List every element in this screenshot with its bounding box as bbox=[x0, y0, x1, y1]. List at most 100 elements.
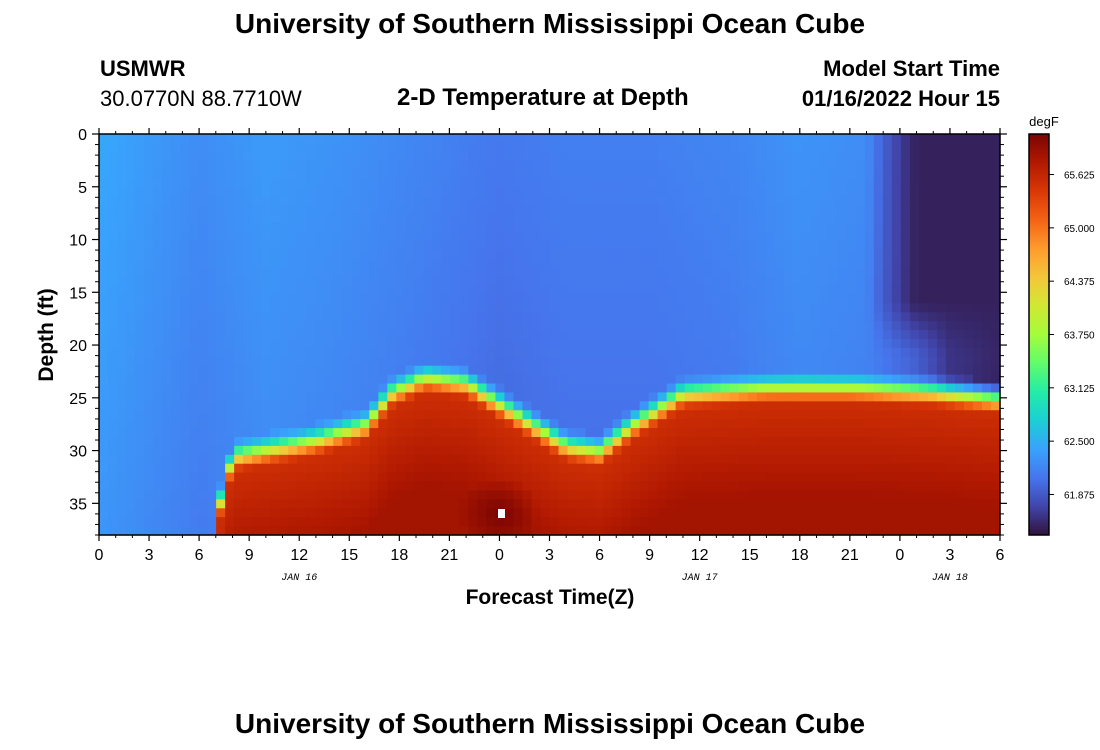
heatmap-cell bbox=[441, 365, 451, 376]
heatmap-cell bbox=[351, 330, 361, 340]
heatmap-cell bbox=[216, 294, 226, 304]
heatmap-cell bbox=[918, 151, 929, 162]
heatmap-cell bbox=[558, 312, 569, 322]
heatmap-cell bbox=[774, 134, 785, 144]
heatmap-cell bbox=[324, 294, 334, 304]
heatmap-cell bbox=[207, 356, 217, 367]
heatmap-cell bbox=[315, 338, 325, 349]
heatmap-cell bbox=[756, 472, 767, 483]
heatmap-cell bbox=[594, 428, 605, 438]
heatmap-cell bbox=[981, 490, 992, 500]
heatmap-cell bbox=[333, 276, 343, 287]
heatmap-cell bbox=[369, 445, 379, 456]
heatmap-cell bbox=[972, 365, 983, 376]
heatmap-cell bbox=[846, 436, 857, 447]
heatmap-cell bbox=[333, 196, 343, 206]
heatmap-cell bbox=[387, 383, 397, 394]
heatmap-cell bbox=[495, 499, 506, 509]
heatmap-cell bbox=[720, 401, 731, 411]
heatmap-cell bbox=[873, 338, 884, 349]
heatmap-cell bbox=[477, 196, 488, 206]
heatmap-cell bbox=[216, 169, 226, 180]
heatmap-cell bbox=[279, 428, 289, 438]
heatmap-cell bbox=[198, 303, 208, 313]
heatmap-cell bbox=[117, 526, 127, 536]
heatmap-cell bbox=[504, 160, 515, 171]
heatmap-cell bbox=[324, 267, 334, 278]
heatmap-cell bbox=[819, 134, 830, 144]
heatmap-cell bbox=[252, 526, 262, 536]
heatmap-cell bbox=[558, 481, 569, 492]
heatmap-cell bbox=[567, 214, 578, 224]
heatmap-cell bbox=[621, 374, 632, 385]
heatmap-cell bbox=[414, 436, 424, 447]
heatmap-cell bbox=[855, 276, 866, 287]
heatmap-cell bbox=[387, 338, 397, 349]
heatmap-cell bbox=[693, 160, 704, 171]
heatmap-cell bbox=[486, 196, 497, 206]
heatmap-cell bbox=[900, 419, 911, 429]
x-tick-label: 18 bbox=[390, 547, 408, 564]
heatmap-cell bbox=[450, 383, 460, 394]
heatmap-cell bbox=[522, 454, 533, 465]
heatmap-cell bbox=[810, 196, 821, 206]
heatmap-cell bbox=[702, 303, 713, 313]
heatmap-cell bbox=[99, 151, 109, 162]
heatmap-cell bbox=[621, 419, 632, 429]
heatmap-cell bbox=[423, 383, 433, 394]
heatmap-cell bbox=[297, 312, 307, 322]
heatmap-cell bbox=[279, 374, 289, 385]
heatmap-cell bbox=[135, 321, 145, 331]
heatmap-cell bbox=[675, 285, 686, 295]
heatmap-cell bbox=[693, 526, 704, 536]
heatmap-cell bbox=[441, 134, 451, 144]
heatmap-cell bbox=[342, 294, 352, 304]
heatmap-cell bbox=[432, 196, 442, 206]
heatmap-cell bbox=[225, 517, 235, 527]
heatmap-cell bbox=[351, 276, 361, 287]
heatmap-cell bbox=[423, 196, 433, 206]
heatmap-cell bbox=[369, 214, 379, 224]
heatmap-cell bbox=[378, 187, 388, 197]
heatmap-cell bbox=[630, 428, 641, 438]
heatmap-cell bbox=[108, 160, 118, 171]
heatmap-cell bbox=[540, 258, 551, 269]
heatmap-cell bbox=[954, 151, 965, 162]
heatmap-cell bbox=[135, 258, 145, 269]
heatmap-cell bbox=[207, 436, 217, 447]
heatmap-cell bbox=[693, 178, 704, 189]
heatmap-cell bbox=[837, 508, 848, 518]
heatmap-cell bbox=[828, 321, 839, 331]
heatmap-cell bbox=[801, 258, 812, 269]
heatmap-cell bbox=[693, 463, 704, 474]
heatmap-cell bbox=[972, 187, 983, 197]
heatmap-cell bbox=[531, 383, 542, 394]
heatmap-cell bbox=[486, 160, 497, 171]
heatmap-cell bbox=[207, 526, 217, 536]
heatmap-cell bbox=[270, 428, 280, 438]
heatmap-cell bbox=[342, 151, 352, 162]
heatmap-cell bbox=[153, 436, 163, 447]
heatmap-cell bbox=[882, 321, 893, 331]
heatmap-cell bbox=[387, 294, 397, 304]
heatmap-cell bbox=[585, 285, 596, 295]
heatmap-cell bbox=[477, 214, 488, 224]
heatmap-cell bbox=[981, 526, 992, 536]
heatmap-cell bbox=[450, 303, 460, 313]
heatmap-cell bbox=[441, 401, 451, 411]
heatmap-cell bbox=[333, 187, 343, 197]
heatmap-cell bbox=[639, 383, 650, 394]
heatmap-cell bbox=[531, 151, 542, 162]
heatmap-cell bbox=[459, 178, 470, 189]
heatmap-cell bbox=[954, 214, 965, 224]
heatmap-cell bbox=[207, 445, 217, 456]
heatmap-cell bbox=[180, 499, 190, 509]
heatmap-cell bbox=[234, 419, 244, 429]
heatmap-cell bbox=[432, 134, 442, 144]
heatmap-cell bbox=[558, 276, 569, 287]
heatmap-cell bbox=[126, 454, 136, 465]
heatmap-cell bbox=[432, 445, 442, 456]
heatmap-cell bbox=[333, 410, 343, 420]
heatmap-cell bbox=[747, 374, 758, 385]
heatmap-cell bbox=[765, 463, 776, 474]
